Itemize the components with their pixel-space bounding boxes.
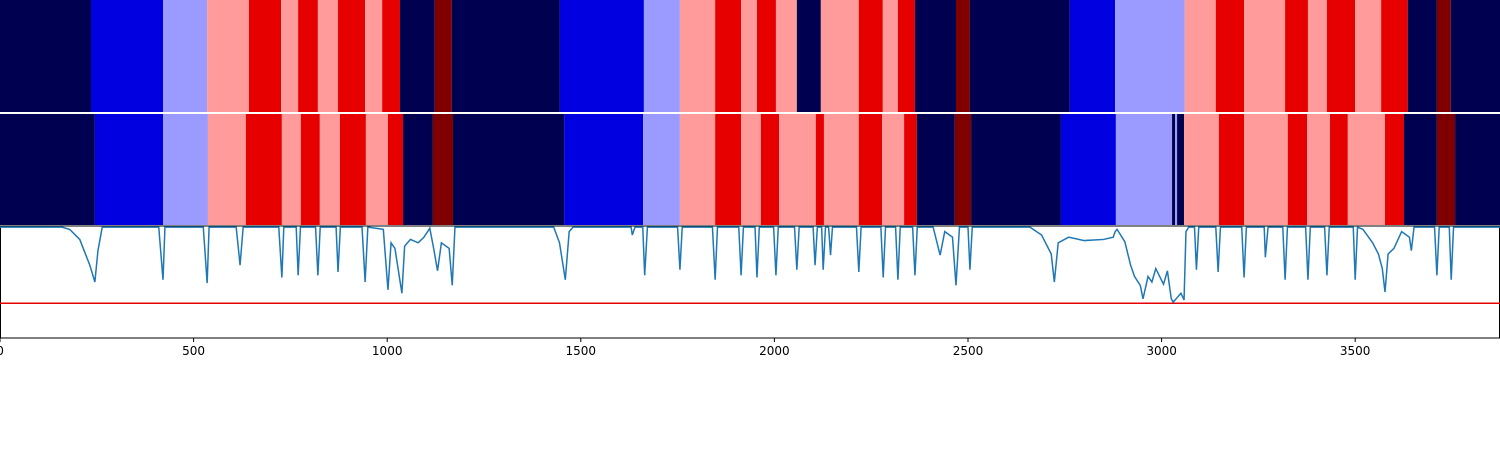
segment (1326, 0, 1356, 112)
segment (679, 114, 716, 225)
segment (300, 114, 320, 225)
segment (823, 114, 859, 225)
segment (0, 114, 95, 225)
segment (779, 114, 816, 225)
x-tick-label: 500 (182, 344, 205, 358)
segment (434, 0, 452, 112)
segment (760, 114, 780, 225)
segment (897, 0, 915, 112)
segment (914, 0, 956, 112)
signal-line (0, 226, 1500, 304)
segment (432, 114, 454, 225)
x-tick-label: 2500 (953, 344, 984, 358)
segment (1455, 114, 1500, 225)
segment (1060, 114, 1116, 225)
segment (1347, 114, 1386, 225)
segment (564, 114, 644, 225)
segment (382, 0, 400, 112)
segment (1385, 114, 1404, 225)
x-tick-label: 1000 (372, 344, 403, 358)
segment (387, 114, 404, 225)
segment (882, 114, 905, 225)
segment (1407, 0, 1437, 112)
segment (451, 0, 560, 112)
segment (1115, 114, 1173, 225)
segment (1403, 114, 1437, 225)
segment (858, 0, 883, 112)
segment (971, 114, 1061, 225)
segment (796, 0, 821, 112)
segment (207, 114, 246, 225)
segment (1450, 0, 1500, 112)
segment (163, 114, 208, 225)
segment (1355, 0, 1382, 112)
segment (317, 0, 339, 112)
segment (248, 0, 282, 112)
x-tick-label: 3500 (1340, 344, 1371, 358)
segment (1285, 0, 1308, 112)
segment (1172, 114, 1176, 225)
segment (1177, 114, 1185, 225)
segment (916, 114, 955, 225)
segment (1244, 0, 1286, 112)
segment (1436, 0, 1451, 112)
segment (643, 0, 680, 112)
segment (1184, 114, 1219, 225)
segment (1215, 0, 1245, 112)
segment (815, 114, 824, 225)
segment (756, 0, 776, 112)
segment (338, 0, 366, 112)
segment (741, 0, 757, 112)
segment (0, 0, 91, 112)
x-tick-label: 2000 (759, 344, 790, 358)
segment (1330, 114, 1348, 225)
segment (339, 114, 366, 225)
x-tick-label: 0 (0, 344, 4, 358)
segment (281, 0, 299, 112)
segment (882, 0, 898, 112)
segment (741, 114, 761, 225)
segment (207, 0, 249, 112)
segment (453, 114, 565, 225)
segment (365, 114, 388, 225)
segment (904, 114, 917, 225)
segment (643, 114, 680, 225)
line-panel (0, 225, 1500, 339)
segment (1381, 0, 1408, 112)
segment (820, 0, 859, 112)
segment (775, 0, 797, 112)
segment (319, 114, 340, 225)
segment (94, 114, 164, 225)
segment (559, 0, 644, 112)
segment (1287, 114, 1308, 225)
segment (1115, 0, 1185, 112)
x-tick-label: 3000 (1146, 344, 1177, 358)
segment (715, 114, 742, 225)
segment (715, 0, 742, 112)
segment (1175, 114, 1178, 225)
segment (679, 0, 716, 112)
x-tick-label: 1500 (566, 344, 597, 358)
segment (90, 0, 164, 112)
segment (365, 0, 383, 112)
segment (281, 114, 301, 225)
segment (1184, 0, 1216, 112)
segment (163, 0, 208, 112)
segment (1307, 0, 1327, 112)
segment (1307, 114, 1331, 225)
segment (955, 0, 970, 112)
segment (399, 0, 435, 112)
segment (969, 0, 1070, 112)
segment (403, 114, 433, 225)
segment (1244, 114, 1288, 225)
segment (1436, 114, 1456, 225)
segment (954, 114, 972, 225)
segment (1069, 0, 1116, 112)
segment (298, 0, 318, 112)
segment (1218, 114, 1245, 225)
segment (245, 114, 282, 225)
segment (858, 114, 883, 225)
